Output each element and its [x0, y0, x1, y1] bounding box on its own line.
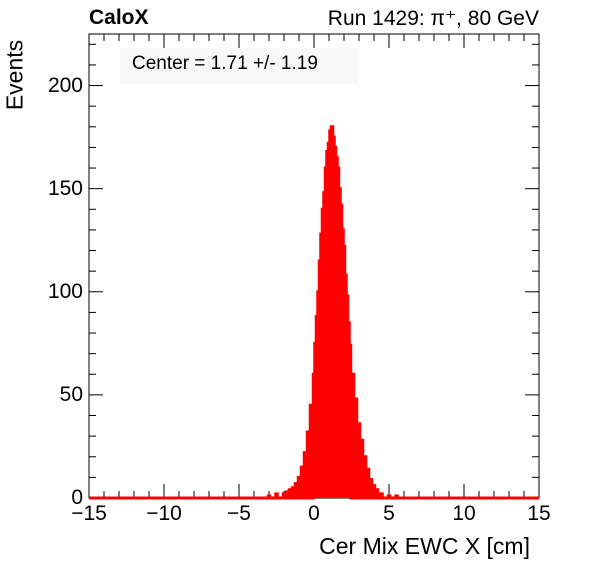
x-tick-label: −5 [227, 502, 251, 525]
x-tick-label: 15 [527, 502, 551, 525]
chart-right-title: Run 1429: π⁺, 80 GeV [327, 7, 539, 30]
x-tick-label: 0 [308, 502, 320, 525]
x-tick-label: −10 [146, 502, 182, 525]
legend-box [120, 48, 358, 84]
x-tick-label: 10 [452, 502, 476, 525]
y-tick-label: 100 [47, 279, 83, 303]
x-tick-label: 5 [383, 502, 395, 525]
legend-text: Center = 1.71 +/- 1.19 [132, 53, 318, 74]
histogram-series-line [89, 125, 539, 500]
y-tick-label: 150 [47, 176, 83, 200]
axis-ticks [88, 34, 540, 499]
chart-left-title: CaloX [89, 6, 149, 29]
x-tick-label: −15 [71, 502, 107, 525]
y-tick-label: 50 [59, 382, 83, 406]
y-tick-label: 0 [71, 486, 83, 509]
y-tick-label: 200 [47, 73, 83, 97]
x-axis-label: Cer Mix EWC X [cm] [319, 533, 530, 559]
